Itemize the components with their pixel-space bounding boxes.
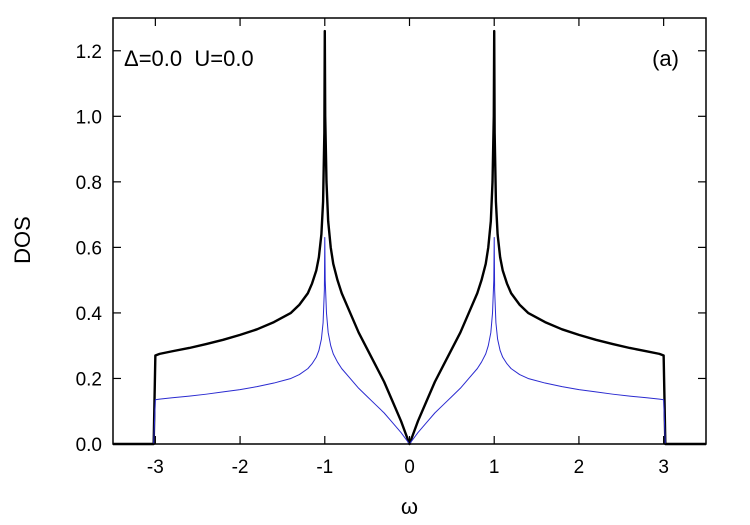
- tick-layer: -3 -2 -1 0 1 2 3 0.0 0.2 0.4 0.6 0.8 1.0 1.2: [76, 18, 706, 478]
- x-axis-label: ω: [401, 494, 418, 519]
- x-tick-label: -2: [232, 457, 249, 478]
- series-line-1: [113, 29, 706, 446]
- series-line-2: [113, 237, 706, 445]
- x-tick-label: 3: [658, 457, 669, 478]
- series-layer: [113, 29, 706, 446]
- y-tick-label: 0.8: [76, 173, 102, 194]
- y-tick-label: 1.0: [76, 107, 102, 128]
- x-tick-label: 0: [404, 457, 415, 478]
- y-tick-label: 0.4: [76, 304, 103, 325]
- x-tick-label: 2: [574, 457, 585, 478]
- y-tick-label: 0.6: [76, 238, 102, 259]
- parameter-annotation: Δ=0.0 U=0.0: [124, 46, 254, 71]
- y-tick-label: 0.2: [76, 369, 102, 390]
- y-tick-label: 1.2: [76, 42, 102, 63]
- x-tick-label: -3: [147, 457, 164, 478]
- y-tick-label: 0.0: [76, 435, 102, 456]
- x-tick-label: 1: [489, 457, 500, 478]
- panel-label: (a): [652, 46, 679, 71]
- x-tick-label: -1: [316, 457, 333, 478]
- plot-frame: [112, 17, 707, 445]
- y-axis-label: DOS: [10, 216, 35, 264]
